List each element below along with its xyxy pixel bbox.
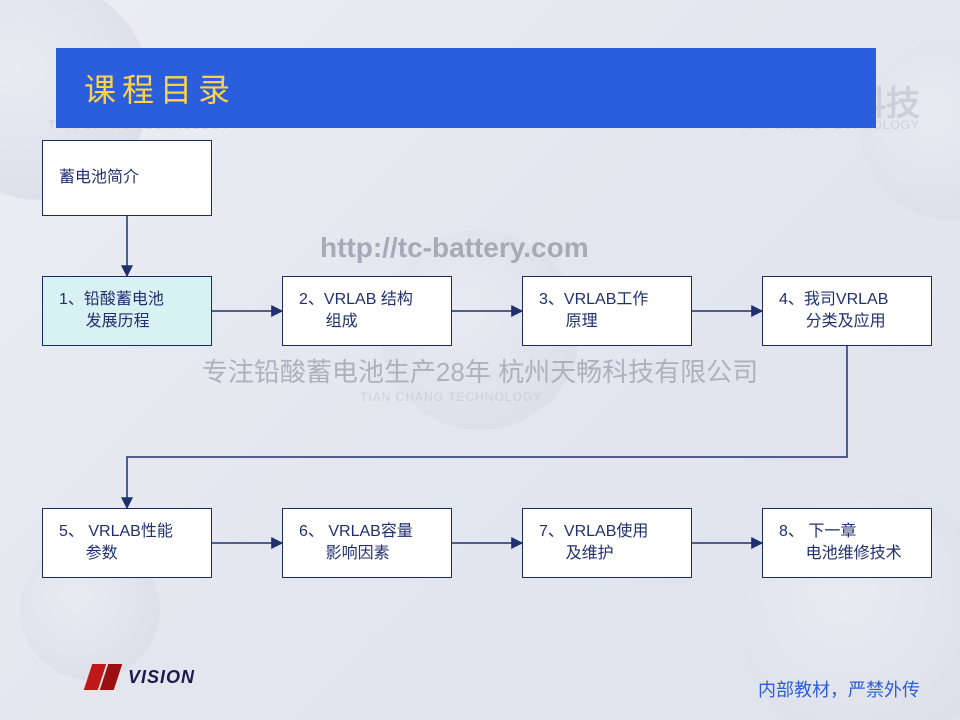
flow-node-line1: 5、 VRLAB性能 (59, 521, 211, 543)
flow-node-line1: 7、VRLAB使用 (539, 521, 691, 543)
flow-node-n3: 3、VRLAB工作 原理 (522, 276, 692, 346)
page-title: 课程目录 (84, 65, 236, 111)
flow-node-line1: 3、VRLAB工作 (539, 289, 691, 311)
flow-node-n1: 1、铅酸蓄电池 发展历程 (42, 276, 212, 346)
flow-node-line2: 影响因素 (299, 543, 451, 565)
flow-node-line2: 发展历程 (59, 311, 211, 333)
flow-node-n6: 6、 VRLAB容量 影响因素 (282, 508, 452, 578)
flow-node-intro: 蓄电池简介 (42, 140, 212, 216)
flow-node-line1: 8、 下一章 (779, 521, 931, 543)
title-bar: 课程目录 (56, 48, 876, 128)
flow-node-line2: 组成 (299, 311, 451, 333)
flow-node-n5: 5、 VRLAB性能 参数 (42, 508, 212, 578)
flow-node-n2: 2、VRLAB 结构 组成 (282, 276, 452, 346)
vision-logo: VISION (88, 664, 195, 690)
flow-node-line2: 电池维修技术 (779, 543, 931, 565)
flow-node-line1: 6、 VRLAB容量 (299, 521, 451, 543)
flow-node-line2: 参数 (59, 543, 211, 565)
flow-node-n8: 8、 下一章 电池维修技术 (762, 508, 932, 578)
flow-node-n4: 4、我司VRLAB 分类及应用 (762, 276, 932, 346)
flow-node-line1: 1、铅酸蓄电池 (59, 289, 211, 311)
vision-logo-mark (88, 664, 122, 690)
flow-node-line2: 分类及应用 (779, 311, 931, 333)
flow-node-line2: 及维护 (539, 543, 691, 565)
footer-note: 内部教材，严禁外传 (758, 676, 920, 702)
flow-node-line2: 原理 (539, 311, 691, 333)
flow-node-line1: 4、我司VRLAB (779, 289, 931, 311)
flow-node-line1: 2、VRLAB 结构 (299, 289, 451, 311)
flow-node-line1: 蓄电池简介 (59, 167, 211, 189)
vision-logo-text: VISION (128, 667, 195, 688)
flow-node-n7: 7、VRLAB使用 及维护 (522, 508, 692, 578)
